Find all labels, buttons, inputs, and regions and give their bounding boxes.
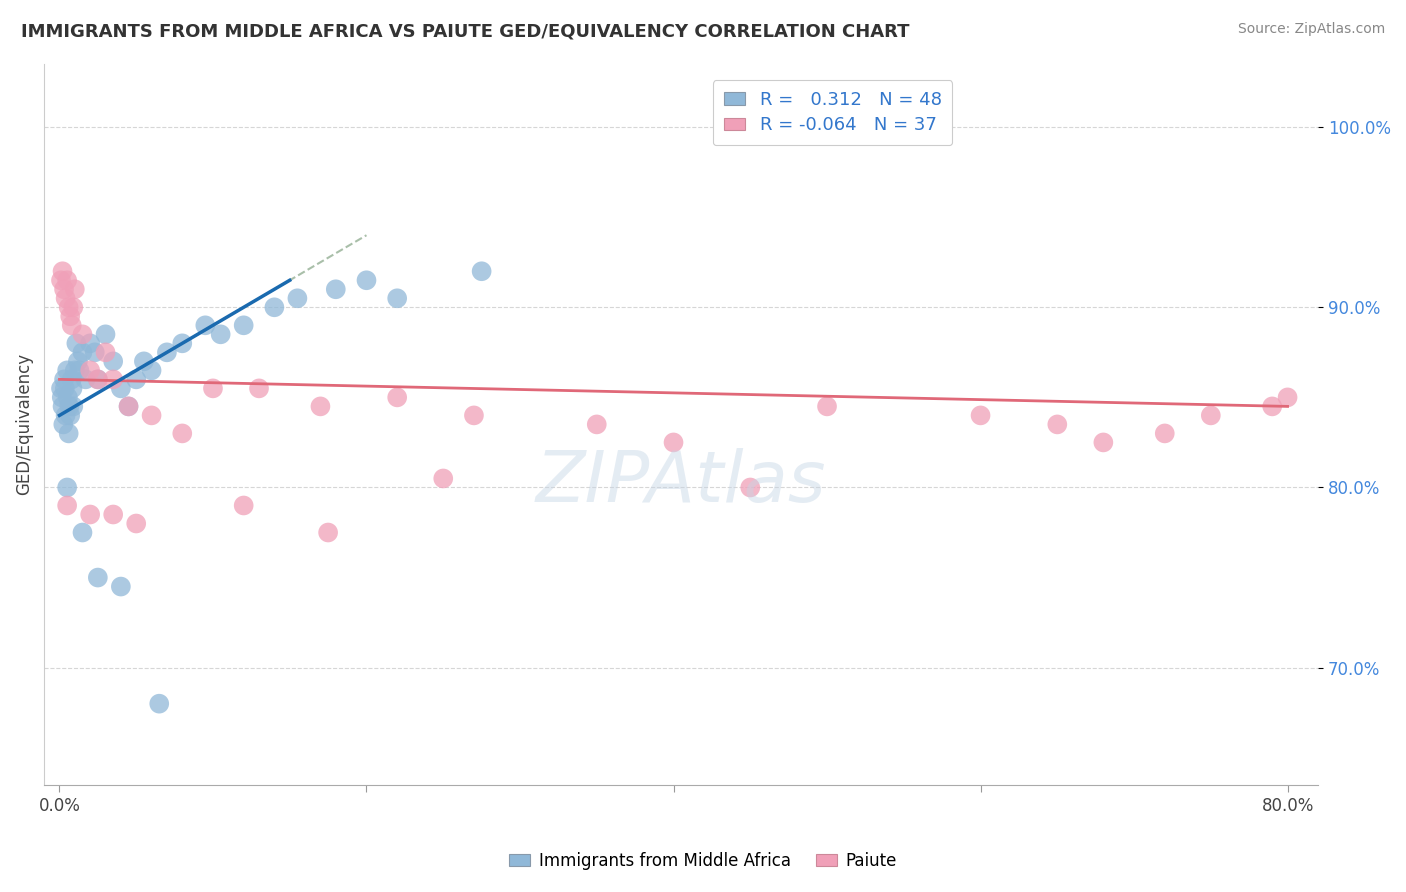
Point (60, 318, 83, 333)
Point (62, 301, 84, 315)
Point (66, 354, 89, 368)
Point (141, 409, 163, 423)
Point (141, 363, 163, 377)
Point (132, 354, 155, 368)
Point (1046, 417, 1069, 432)
Point (172, 426, 194, 441)
Point (385, 390, 408, 404)
Text: Source: ZipAtlas.com: Source: ZipAtlas.com (1237, 22, 1385, 37)
Point (247, 381, 270, 395)
Point (194, 318, 217, 333)
Legend: Immigrants from Middle Africa, Paiute: Immigrants from Middle Africa, Paiute (502, 846, 904, 877)
Point (62, 400, 84, 414)
Point (87, 570, 110, 584)
Point (263, 301, 285, 315)
Point (51, 400, 73, 414)
Point (53, 282, 76, 296)
Point (117, 400, 139, 414)
Point (148, 697, 170, 711)
Text: IMMIGRANTS FROM MIDDLE AFRICA VS PAIUTE GED/EQUIVALENCY CORRELATION CHART: IMMIGRANTS FROM MIDDLE AFRICA VS PAIUTE … (21, 22, 910, 40)
Point (56, 390, 79, 404)
Point (83, 345, 105, 359)
Point (1261, 400, 1284, 414)
Point (72, 345, 94, 359)
Point (72, 327, 94, 342)
Point (740, 480, 762, 494)
Point (172, 336, 194, 351)
Point (316, 525, 339, 540)
Point (125, 516, 148, 531)
Point (103, 508, 125, 522)
Point (87, 372, 110, 386)
Point (969, 409, 991, 423)
Point (156, 345, 179, 359)
Point (51, 264, 73, 278)
Point (55, 291, 77, 305)
Point (585, 417, 607, 432)
Point (56, 273, 79, 287)
Point (52, 417, 75, 432)
Point (75, 372, 97, 386)
Point (471, 264, 494, 278)
Point (53, 381, 76, 395)
Point (87, 372, 110, 386)
Legend: R =   0.312   N = 48, R = -0.064   N = 37: R = 0.312 N = 48, R = -0.064 N = 37 (713, 80, 952, 145)
Point (63, 363, 86, 377)
Point (110, 580, 132, 594)
Point (56, 363, 79, 377)
Point (56, 499, 79, 513)
Point (103, 354, 125, 368)
Point (125, 372, 148, 386)
Point (79, 508, 101, 522)
Point (49, 381, 72, 395)
Point (356, 273, 378, 287)
Point (463, 409, 485, 423)
Point (1092, 435, 1115, 450)
Point (72, 525, 94, 540)
Point (1277, 390, 1299, 404)
Point (63, 282, 86, 296)
Point (309, 400, 332, 414)
Point (232, 318, 254, 333)
Point (49, 273, 72, 287)
Point (60, 372, 83, 386)
Point (58, 400, 80, 414)
Point (94, 345, 117, 359)
Point (62, 381, 84, 395)
Point (432, 471, 454, 485)
Point (79, 363, 101, 377)
Point (201, 381, 224, 395)
Point (59, 409, 82, 423)
Point (110, 381, 132, 395)
Point (325, 282, 347, 296)
Text: ZIPAtlas: ZIPAtlas (536, 448, 827, 516)
Y-axis label: GED/Equivalency: GED/Equivalency (15, 353, 32, 495)
Point (1153, 426, 1175, 441)
Point (662, 435, 685, 450)
Point (287, 291, 309, 305)
Point (1199, 409, 1222, 423)
Point (58, 426, 80, 441)
Point (385, 291, 408, 305)
Point (117, 400, 139, 414)
Point (815, 400, 838, 414)
Point (232, 499, 254, 513)
Point (56, 480, 79, 494)
Point (94, 327, 117, 342)
Point (53, 372, 76, 386)
Point (67, 363, 90, 377)
Point (209, 327, 232, 342)
Point (55, 409, 77, 423)
Point (79, 336, 101, 351)
Point (51, 390, 73, 404)
Point (103, 372, 125, 386)
Point (59, 310, 82, 324)
Point (58, 301, 80, 315)
Point (65, 336, 87, 351)
